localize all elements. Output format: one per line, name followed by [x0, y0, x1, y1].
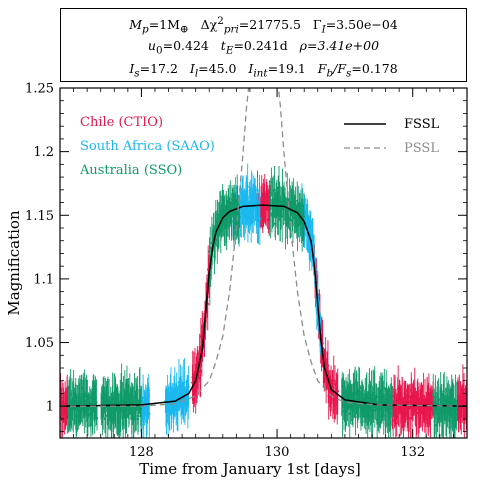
data-point — [341, 410, 344, 413]
y-tick-label: 1 — [46, 400, 54, 415]
data-points-layer — [60, 163, 467, 438]
parameter-line-2: u0=0.424 tE=0.241d ρ=3.41e+00 — [61, 38, 466, 57]
legend-saao: South Africa (SAAO) — [80, 139, 215, 154]
data-point — [95, 416, 99, 420]
legend-chile: Chile (CTIO) — [80, 115, 163, 130]
param-iint: Iint=19.1 — [248, 61, 306, 80]
param-fb-fs: Fb/Fs=0.178 — [317, 61, 398, 80]
data-point — [258, 217, 262, 220]
data-point — [95, 401, 98, 404]
legend-label-fssl: FSSL — [404, 117, 440, 132]
data-point — [462, 388, 466, 391]
data-point — [391, 419, 395, 422]
model-legend: FSSL PSSL — [344, 117, 440, 156]
param-is: Is=17.2 — [129, 61, 178, 80]
data-point — [443, 394, 446, 398]
x-tick-label: 130 — [265, 445, 290, 460]
parameter-line-3: Is=17.2 Il=45.0 Iint=19.1 Fb/Fs=0.178 — [61, 61, 466, 80]
y-axis-label: Magnification — [5, 210, 23, 316]
parameter-line-1: Mp=1M⊕ Δχ2pri=21775.5 ΓI=3.50e−04 — [61, 15, 466, 36]
data-point — [148, 412, 151, 415]
data-point — [80, 409, 83, 412]
param-delta-chi2: Δχ2pri=21775.5 — [200, 15, 301, 36]
data-point — [390, 400, 394, 403]
y-tick-label: 1.05 — [25, 336, 54, 351]
data-point — [137, 414, 140, 418]
data-point — [76, 414, 79, 418]
legend-label-pssl: PSSL — [404, 141, 439, 156]
data-point — [238, 215, 241, 218]
data-point — [422, 395, 425, 398]
data-point — [289, 219, 292, 222]
data-points-sso — [67, 165, 458, 438]
parameter-box: Mp=1M⊕ Δχ2pri=21775.5 ΓI=3.50e−04 u0=0.4… — [60, 8, 467, 82]
y-tick-label: 1.2 — [33, 145, 54, 160]
data-point — [138, 389, 142, 392]
data-point — [187, 385, 190, 388]
data-point — [230, 213, 233, 216]
y-tick-label: 1.1 — [33, 272, 54, 287]
x-tick-label: 128 — [129, 445, 154, 460]
data-point — [358, 386, 361, 390]
param-gamma: ΓI=3.50e−04 — [312, 17, 398, 36]
param-u0: u0=0.424 — [147, 38, 209, 57]
param-te: tE=0.241d — [220, 38, 288, 57]
model-curves-layer — [60, 88, 467, 407]
data-point — [336, 390, 339, 393]
curve-fssl — [60, 204, 467, 407]
observatory-legend: Chile (CTIO) South Africa (SAAO) Australia… — [79, 115, 215, 178]
data-point — [232, 221, 236, 225]
data-point — [332, 379, 335, 382]
x-axis-label: Time from January 1st [days] — [139, 460, 361, 478]
param-rho: ρ=3.41e+00 — [299, 38, 380, 53]
curve-pssl — [60, 88, 467, 407]
data-point — [299, 210, 303, 213]
data-point — [273, 189, 276, 192]
data-point — [383, 386, 386, 390]
y-tick-label: 1.25 — [25, 82, 54, 97]
data-point — [246, 185, 249, 189]
data-point — [312, 251, 316, 254]
data-point — [104, 414, 108, 417]
data-point — [183, 380, 186, 384]
data-point — [139, 407, 143, 410]
y-tick-label: 1.15 — [25, 209, 54, 224]
data-point — [301, 204, 304, 208]
data-point — [354, 415, 357, 419]
data-point — [199, 369, 202, 373]
data-point — [60, 397, 64, 400]
data-point — [269, 212, 272, 215]
x-tick-label: 132 — [400, 445, 425, 460]
param-mp: Mp=1M⊕ — [129, 17, 189, 36]
data-point — [302, 215, 306, 218]
legend-sso: Australia (SSO) — [79, 163, 182, 178]
data-point — [281, 215, 284, 218]
data-point — [463, 421, 466, 425]
param-il: Il=45.0 — [189, 61, 237, 80]
axes: 128 130 132 1 1.05 1.1 1.15 1.2 1.25 — [25, 82, 468, 460]
data-point — [256, 188, 259, 192]
data-point — [209, 246, 212, 249]
